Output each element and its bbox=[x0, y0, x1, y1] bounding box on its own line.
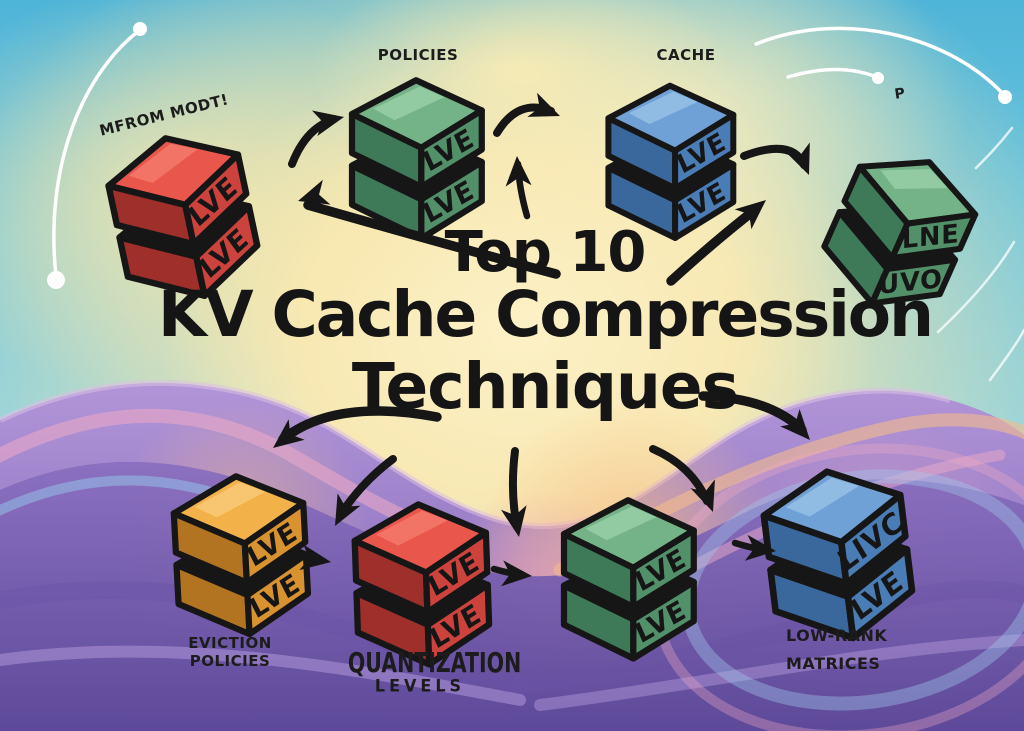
face-front bbox=[889, 211, 979, 261]
face-shine bbox=[628, 91, 698, 125]
arrow-down-to-green bbox=[649, 445, 715, 512]
arrow-green-to-blue-bottom bbox=[731, 534, 776, 561]
face-label: LNE bbox=[902, 219, 960, 255]
face-shine bbox=[880, 168, 948, 189]
label-cache: CACHE bbox=[656, 46, 716, 64]
title-line-3: Techniques bbox=[351, 350, 739, 423]
block-eviction: LVE LVE bbox=[155, 458, 324, 649]
face-front bbox=[672, 111, 737, 192]
top-slab: LVE bbox=[170, 473, 309, 586]
face-front bbox=[193, 203, 261, 299]
block-policies: LVE LVE bbox=[336, 66, 496, 249]
label-low-rank-line1: LOW-RANK bbox=[786, 626, 888, 645]
block-graphic: LVE LIVC bbox=[760, 468, 916, 642]
face-front bbox=[244, 551, 312, 638]
block-cache: LVE LVE bbox=[593, 72, 747, 248]
label-eviction-policies: EVICTION POLICIES bbox=[188, 634, 272, 670]
block-graphic: LVE LVE bbox=[560, 497, 697, 662]
face-front bbox=[838, 491, 909, 587]
label-pruning: P bbox=[893, 85, 907, 103]
title-line-2: KV Cache Compression bbox=[158, 278, 934, 351]
block-graphic: LVE LVE bbox=[105, 135, 261, 299]
face-front bbox=[418, 107, 485, 190]
block-low-rank: LVE LIVC bbox=[741, 446, 933, 660]
top-slab: LVE bbox=[105, 135, 250, 248]
face-label: UVO bbox=[878, 264, 942, 301]
block-graphic: LVE LVE bbox=[351, 501, 493, 668]
white-arc-left bbox=[47, 22, 147, 289]
arrow-down-to-red bbox=[335, 455, 397, 526]
face-front bbox=[424, 581, 493, 668]
label-low-rank-line2: MATRICES bbox=[786, 654, 881, 673]
face-front bbox=[672, 161, 737, 241]
block-graphic: LVE LVE bbox=[348, 77, 485, 242]
arrow-title-to-yellow bbox=[273, 406, 442, 448]
label-policies: POLICIES bbox=[377, 46, 459, 64]
white-arc-top-right bbox=[754, 26, 1012, 104]
block-quantization: LVE LVE bbox=[337, 487, 505, 678]
block-from-model: LVE LVE bbox=[82, 107, 281, 325]
arrow-yellow-to-red-bottom bbox=[299, 544, 331, 571]
face-front bbox=[182, 151, 250, 248]
face-front bbox=[630, 578, 697, 662]
top-slab: LVE bbox=[560, 497, 697, 610]
label-low-rank-matrices: LOW-RANK MATRICES bbox=[786, 622, 946, 678]
face-shine bbox=[785, 477, 860, 517]
face-front bbox=[418, 158, 485, 242]
arrow-red-to-green-bottom bbox=[490, 560, 532, 587]
arrow-title-to-blue bbox=[698, 391, 810, 440]
face-shine bbox=[585, 506, 657, 541]
block-sharing: LVE LVE bbox=[548, 486, 708, 669]
face-front bbox=[422, 529, 491, 616]
title-line-1: Top 10 bbox=[444, 220, 647, 285]
face-shine bbox=[373, 86, 445, 121]
arrow-long-up-right bbox=[666, 200, 766, 286]
top-slab: LNE bbox=[841, 159, 979, 261]
block-graphic: UVO LNE bbox=[821, 159, 979, 307]
block-graphic: LVE LVE bbox=[170, 473, 312, 638]
arrow-title-up-small bbox=[505, 156, 532, 220]
face-front bbox=[844, 546, 916, 642]
block-graphic: LVE LVE bbox=[605, 82, 737, 241]
face-front bbox=[630, 527, 697, 610]
face-shine bbox=[376, 510, 448, 546]
arrow-red-to-green bbox=[288, 110, 344, 168]
block-pruning: UVO LNE bbox=[793, 118, 1005, 342]
face-shine bbox=[128, 143, 198, 183]
arrow-blue-to-far-green bbox=[740, 142, 810, 175]
face-shine bbox=[194, 482, 266, 518]
label-levels: LEVELS bbox=[374, 675, 466, 696]
top-slab: LVE bbox=[605, 82, 737, 192]
arrow-green-to-blue bbox=[493, 92, 560, 137]
white-arc-right-edge bbox=[936, 126, 1024, 382]
arrow-down-center bbox=[500, 447, 527, 537]
arrow-title-to-red bbox=[298, 179, 561, 279]
face-front bbox=[869, 256, 959, 307]
label-quantization: QUANTIZATION bbox=[347, 646, 522, 679]
face-front bbox=[241, 499, 309, 586]
